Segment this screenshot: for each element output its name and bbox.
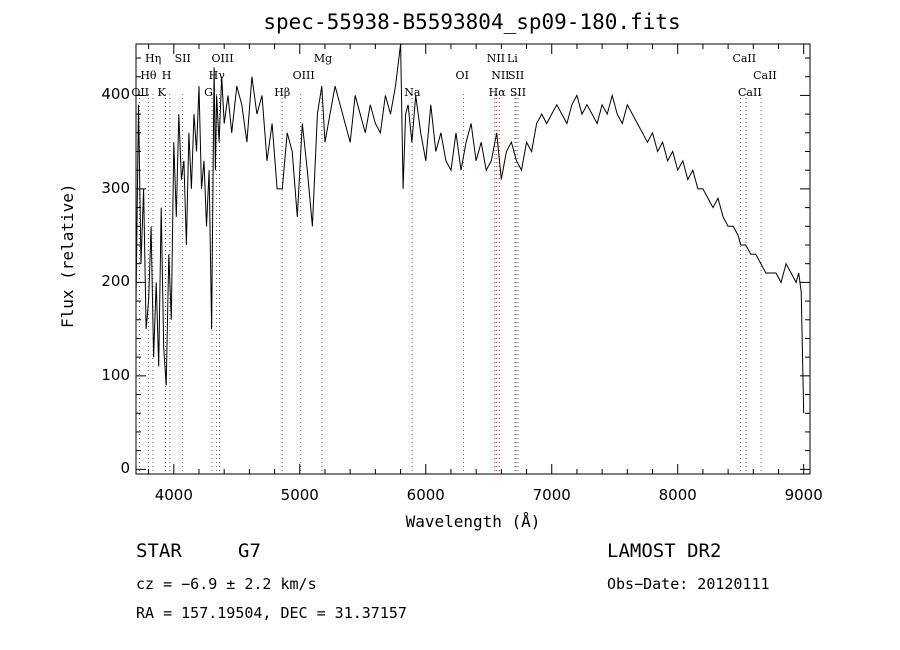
x-tick-label: 7000 <box>532 486 571 504</box>
line-marker-label: Mg <box>313 52 333 65</box>
redshift-velocity: cz = −6.9 ± 2.2 km/s <box>136 575 317 593</box>
line-marker-label: Na <box>404 86 421 99</box>
x-tick-label: 4000 <box>154 486 193 504</box>
x-tick-label: 5000 <box>280 486 319 504</box>
line-marker-label: Hγ <box>208 69 225 82</box>
x-tick-label: 9000 <box>784 486 823 504</box>
line-marker-label: NII <box>491 69 510 82</box>
y-tick-label: 400 <box>101 85 130 104</box>
line-marker-label: Hα <box>488 86 506 99</box>
y-tick-label: 100 <box>101 365 130 384</box>
line-marker-label: K <box>157 86 166 99</box>
line-marker-label: CaII <box>732 52 757 65</box>
line-marker-label: NII <box>486 52 506 65</box>
line-marker-label: OIII <box>211 52 234 65</box>
coordinates: RA = 157.19504, DEC = 31.37157 <box>136 604 407 622</box>
line-marker-label: OI <box>455 69 469 82</box>
line-marker-label: Hθ <box>140 69 157 82</box>
line-marker-label: Hβ <box>274 86 291 99</box>
line-marker-label: H <box>161 69 172 82</box>
plot-frame <box>135 43 811 475</box>
line-marker-label: CaII <box>738 86 762 99</box>
observation-date: Obs−Date: 20120111 <box>607 575 770 593</box>
line-marker-label: OII <box>131 86 150 99</box>
spectral-line-markers <box>138 94 762 474</box>
object-subclass: G7 <box>238 540 261 562</box>
line-marker-label: CaII <box>753 69 777 82</box>
spectrum-line <box>135 43 805 414</box>
y-tick-label: 300 <box>101 178 130 197</box>
x-tick-label: 8000 <box>658 486 697 504</box>
line-marker-label: Li <box>506 52 518 65</box>
y-tick-label: 0 <box>120 459 130 478</box>
survey-name: LAMOST DR2 <box>607 540 722 562</box>
y-tick-label: 200 <box>101 272 130 291</box>
chart-title: spec-55938-B5593804_sp09-180.fits <box>263 10 681 34</box>
x-tick-label: 6000 <box>406 486 445 504</box>
line-marker-label: OIII <box>292 69 315 82</box>
x-axis-label: Wavelength (Å) <box>405 512 541 531</box>
axis-ticks <box>136 44 810 474</box>
line-marker-label: SII <box>507 69 525 82</box>
line-marker-label: SII <box>174 52 191 65</box>
y-axis-label: Flux (relative) <box>58 183 77 329</box>
line-marker-label: Hη <box>145 52 162 65</box>
line-marker-label: SII <box>509 86 527 99</box>
line-marker-label: G <box>204 86 213 99</box>
object-class: STAR <box>136 540 182 562</box>
